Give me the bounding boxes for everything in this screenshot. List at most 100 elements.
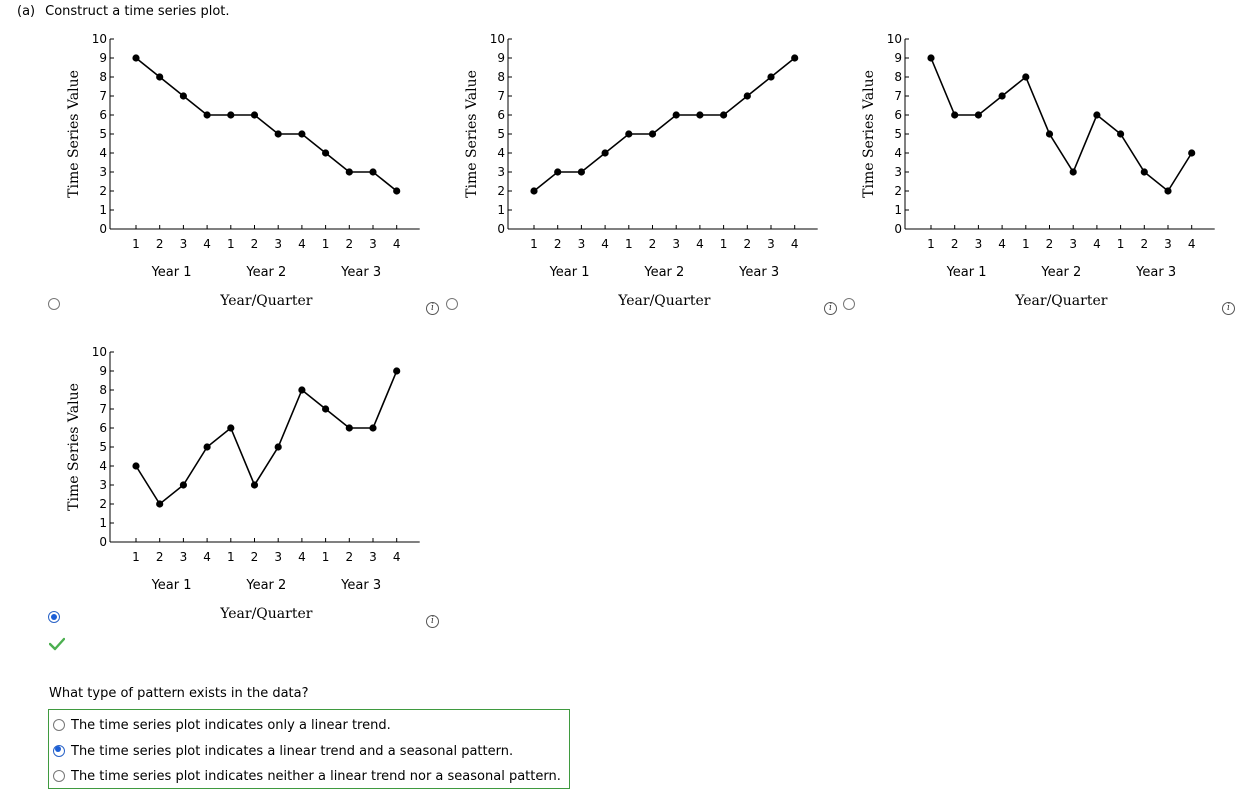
time-series-chart: 0 1 2 3 4 5 6 7 8 9 10 1 2 3 4 1 2 3 4 1 2 3 4 Year 1 Year 2 Year… [66, 32, 420, 309]
data-point [203, 443, 211, 451]
data-point [156, 73, 164, 81]
x-tick-label: 1 [1117, 237, 1125, 251]
info-icon[interactable]: i [426, 302, 439, 315]
y-tick-label: 8 [99, 70, 107, 84]
y-tick-label: 9 [894, 51, 902, 65]
y-tick-label: 3 [99, 478, 107, 492]
x-tick-label: 1 [530, 237, 538, 251]
x-tick-label: 1 [1022, 237, 1030, 251]
year-label: Year 3 [340, 265, 381, 280]
data-point [672, 111, 680, 119]
series-line [135, 57, 398, 192]
data-point [274, 443, 282, 451]
y-axis-label: Time Series Value [66, 383, 82, 511]
data-point [179, 92, 187, 100]
y-tick-label: 4 [99, 459, 107, 473]
y-tick-label: 10 [92, 345, 107, 359]
series-line [135, 370, 398, 506]
data-point [227, 111, 235, 119]
x-axis-label: Year/Quarter [219, 293, 313, 309]
pattern-question: What type of pattern exists in the data? [49, 686, 309, 701]
x-tick-label: 4 [203, 550, 211, 564]
answer-choice-linear-seasonal[interactable]: The time series plot indicates a linear … [53, 744, 513, 759]
data-point [179, 481, 187, 489]
x-tick-label: 1 [625, 237, 633, 251]
question-text: Construct a time series plot. [45, 4, 230, 19]
info-icon[interactable]: i [426, 615, 439, 628]
answer-radio[interactable] [53, 770, 65, 782]
data-point [1117, 130, 1125, 138]
data-point [998, 92, 1006, 100]
x-tick-label: 2 [743, 237, 751, 251]
y-tick-label: 9 [99, 51, 107, 65]
year-label: Year 1 [151, 578, 192, 593]
question-header: (a) Construct a time series plot. [17, 4, 230, 19]
year-label: Year 2 [1040, 265, 1081, 280]
x-tick-label: 4 [1188, 237, 1196, 251]
data-point [974, 111, 982, 119]
data-point [1022, 73, 1030, 81]
x-tick-label: 1 [227, 237, 235, 251]
y-tick-label: 8 [894, 70, 902, 84]
data-point [1164, 187, 1172, 195]
data-point [298, 386, 306, 394]
y-tick-label: 6 [99, 108, 107, 122]
x-tick-label: 1 [322, 550, 330, 564]
y-tick-label: 9 [99, 364, 107, 378]
x-tick-label: 2 [554, 237, 562, 251]
y-tick-label: 1 [497, 203, 505, 217]
year-label: Year 3 [340, 578, 381, 593]
option-b-radio[interactable] [446, 298, 458, 310]
year-label: Year 3 [1135, 265, 1176, 280]
data-point [227, 424, 235, 432]
x-tick-label: 3 [369, 237, 377, 251]
x-tick-label: 1 [927, 237, 935, 251]
y-tick-label: 7 [894, 89, 902, 103]
data-point [1093, 111, 1101, 119]
data-point [393, 367, 401, 375]
answer-choice-linear[interactable]: The time series plot indicates only a li… [53, 718, 391, 733]
x-tick-label: 4 [998, 237, 1006, 251]
year-label: Year 1 [151, 265, 192, 280]
series-line [533, 57, 796, 192]
x-tick-label: 1 [132, 237, 140, 251]
data-point [625, 130, 633, 138]
y-tick-label: 0 [497, 222, 505, 236]
year-label: Year 1 [946, 265, 987, 280]
data-point [767, 73, 775, 81]
y-tick-label: 1 [99, 203, 107, 217]
data-point [250, 111, 259, 119]
data-point [203, 111, 211, 119]
year-label: Year 2 [245, 578, 286, 593]
data-point [345, 424, 353, 432]
info-icon[interactable]: i [1222, 302, 1235, 315]
y-tick-label: 5 [894, 127, 902, 141]
time-series-chart: 0 1 2 3 4 5 6 7 8 9 10 1 2 3 4 1 2 3 4 1 2 3 4 Year 1 Year 2 Year… [66, 345, 420, 622]
data-point [250, 481, 259, 489]
time-series-chart: 0 1 2 3 4 5 6 7 8 9 10 1 2 3 4 1 2 3 4 1 2 3 4 Year 1 Year 2 Year… [464, 32, 818, 309]
year-label: Year 2 [245, 265, 286, 280]
data-point [554, 168, 562, 176]
data-point [1045, 130, 1054, 138]
answer-radio[interactable] [53, 745, 65, 757]
y-tick-label: 4 [894, 146, 902, 160]
option-d-radio[interactable] [48, 611, 60, 623]
x-axis-label: Year/Quarter [617, 293, 711, 309]
x-tick-label: 3 [274, 550, 282, 564]
x-tick-label: 1 [322, 237, 330, 251]
plot-option-a: 0 1 2 3 4 5 6 7 8 9 10 1 2 3 4 1 2 3 4 1 2 3 4 Year 1 Year 2 Year… [60, 30, 420, 310]
y-tick-label: 6 [99, 421, 107, 435]
answer-radio[interactable] [53, 719, 65, 731]
x-tick-label: 2 [251, 237, 259, 251]
data-point [927, 54, 935, 62]
y-tick-label: 10 [887, 32, 902, 46]
x-axis-label: Year/Quarter [1014, 293, 1108, 309]
x-tick-label: 2 [649, 237, 657, 251]
y-tick-label: 1 [99, 516, 107, 530]
option-c-radio[interactable] [843, 298, 855, 310]
y-tick-label: 0 [99, 535, 107, 549]
info-icon[interactable]: i [824, 302, 837, 315]
y-tick-label: 9 [497, 51, 505, 65]
option-a-radio[interactable] [48, 298, 60, 310]
answer-choice-neither[interactable]: The time series plot indicates neither a… [53, 769, 561, 784]
